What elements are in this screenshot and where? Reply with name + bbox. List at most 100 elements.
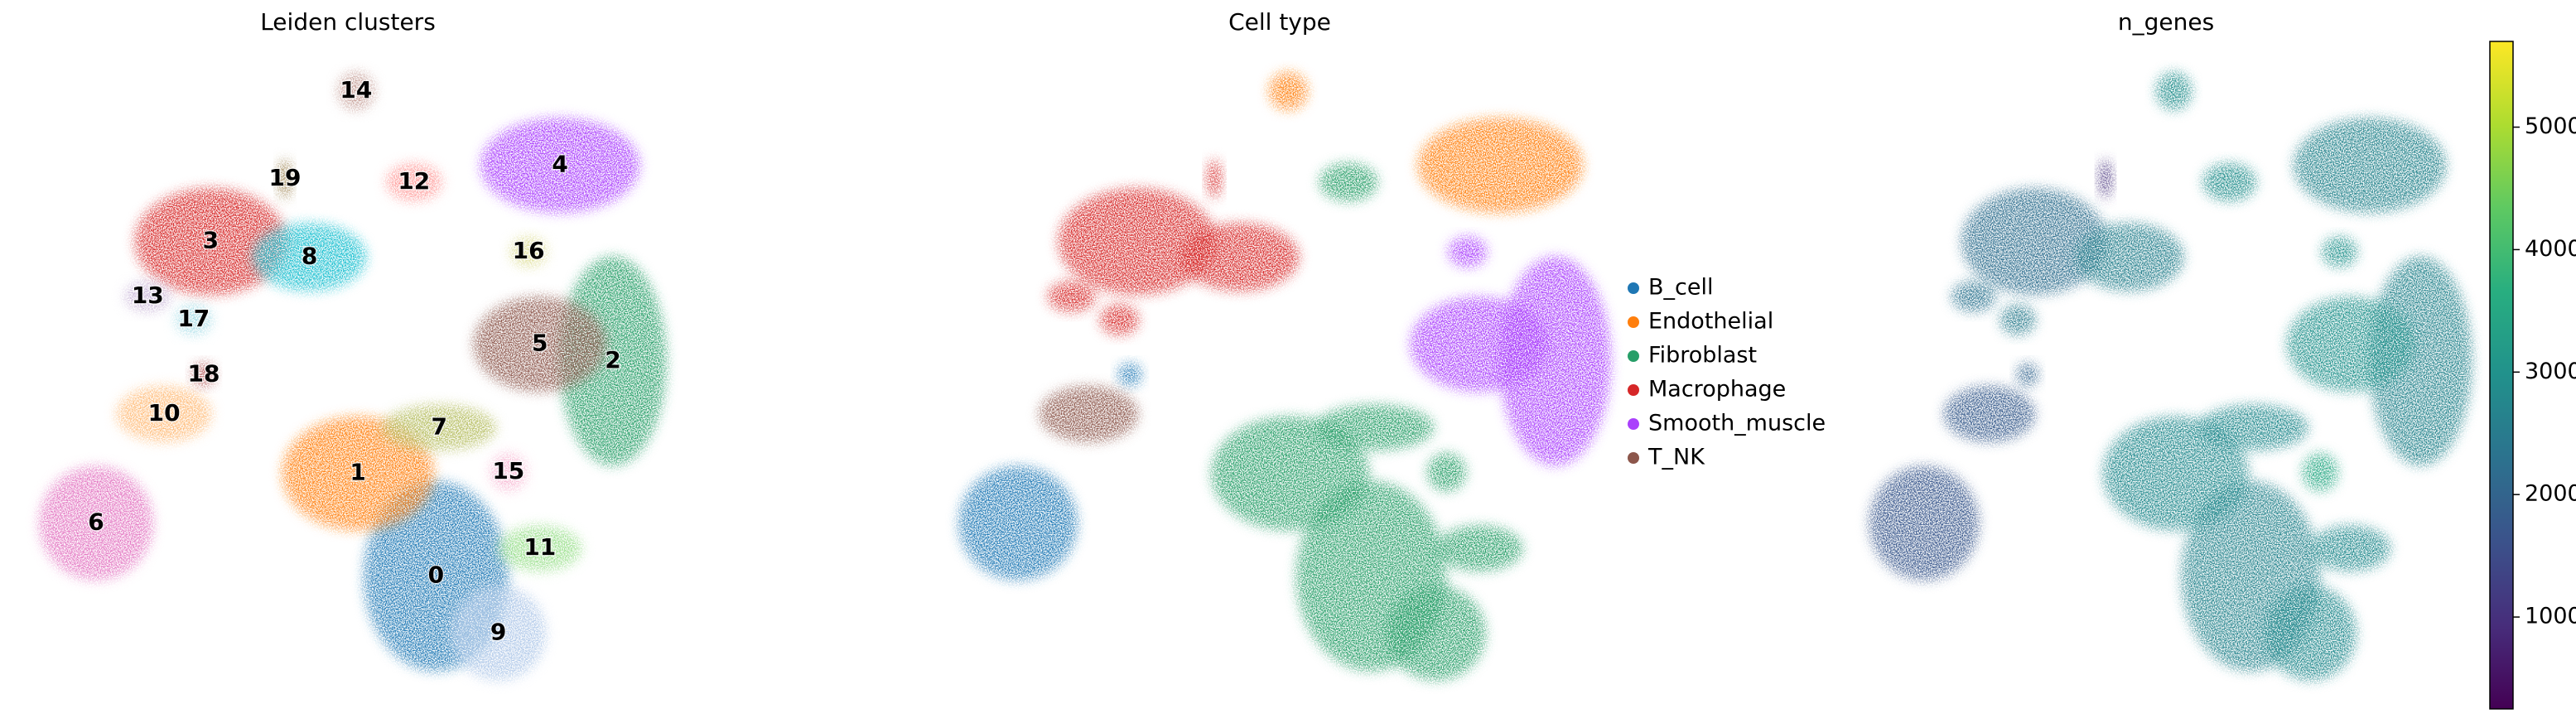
cell-cloud — [2102, 416, 2249, 531]
panel: Leiden clusters0123456789101112131415161… — [38, 8, 667, 681]
cell-cloud — [1961, 188, 2108, 296]
cluster-label: 19 — [269, 164, 301, 191]
cell-cloud — [1039, 385, 1139, 443]
cell-cloud — [1180, 223, 1300, 292]
legend-marker — [1628, 452, 1639, 464]
cell-cloud — [2302, 452, 2338, 492]
cluster-label: 11 — [523, 533, 556, 561]
colorbar-tick-label: 4000 — [2525, 236, 2576, 262]
cell-cloud — [1058, 188, 1217, 296]
cell-cloud — [1499, 256, 1611, 466]
legend-marker — [1628, 350, 1639, 362]
cell-cloud — [509, 236, 548, 267]
cluster-label: 18 — [187, 359, 219, 387]
colorbar-tick-label: 5000 — [2525, 113, 2576, 139]
cell-cloud — [191, 362, 215, 387]
cell-cloud — [559, 256, 667, 466]
cluster-label: 4 — [552, 151, 567, 178]
cell-cloud — [1099, 304, 1140, 335]
cell-cloud — [1417, 118, 1584, 214]
legend-marker — [1628, 418, 1639, 430]
cell-cloud — [1211, 416, 1370, 531]
cell-cloud — [1435, 525, 1523, 571]
cell-cloud — [2369, 256, 2472, 466]
cell-cloud — [2321, 236, 2358, 267]
panel-title: Cell type — [1228, 8, 1331, 36]
legend-label: Macrophage — [1648, 377, 1786, 402]
legend-label: Smooth_muscle — [1648, 411, 1826, 436]
cell-cloud — [2309, 525, 2391, 571]
cluster-label: 3 — [203, 227, 219, 254]
cell-cloud — [2155, 71, 2192, 111]
cell-cloud — [124, 281, 171, 312]
legend-marker — [1628, 384, 1639, 396]
colorbar-tick-label: 3000 — [2525, 359, 2576, 384]
cluster-label: 2 — [605, 346, 620, 373]
panel: Cell type B_cell Endothelial Fibroblast Macr… — [958, 8, 1826, 681]
cluster-label: 17 — [177, 305, 210, 332]
legend-label: T_NK — [1647, 445, 1705, 470]
cluster-label: 12 — [398, 167, 430, 195]
legend-label: Endothelial — [1648, 309, 1773, 335]
cell-cloud — [2198, 404, 2309, 451]
cell-cloud — [175, 304, 213, 335]
cell-cloud — [2265, 585, 2357, 681]
cluster-label: 6 — [88, 508, 104, 536]
cell-cloud — [1410, 296, 1549, 393]
cell-cloud — [277, 159, 292, 199]
cell-cloud — [134, 188, 287, 296]
cell-cloud — [2000, 304, 2036, 335]
cluster-label: 10 — [148, 399, 181, 426]
cluster-label: 5 — [532, 330, 548, 357]
panel-title: Leiden clusters — [260, 8, 436, 36]
colorbar-tick-label: 1000 — [2525, 604, 2576, 629]
colorbar — [2489, 41, 2514, 710]
legend-marker — [1628, 282, 1639, 294]
cell-cloud — [490, 452, 528, 492]
cluster-label: 1 — [350, 459, 365, 486]
cell-cloud — [2293, 118, 2447, 214]
cell-cloud — [252, 223, 367, 292]
cell-cloud — [2074, 223, 2184, 292]
cell-cloud — [2016, 362, 2039, 387]
cell-cloud — [1386, 585, 1486, 681]
cell-cloud — [382, 404, 497, 451]
cell-cloud — [337, 71, 375, 111]
panel: n_genes 1000 2000 3000 4000 5000 — [1869, 8, 2576, 710]
cell-cloud — [38, 465, 154, 581]
cluster-label: 16 — [513, 237, 545, 264]
cell-cloud — [1448, 236, 1488, 267]
cluster-label: 0 — [428, 561, 444, 589]
panel-title: n_genes — [2118, 8, 2214, 36]
cell-cloud — [1319, 162, 1378, 202]
legend-label: B_cell — [1648, 275, 1713, 301]
cell-cloud — [1869, 465, 1980, 581]
cell-cloud — [1951, 281, 1996, 312]
cell-cloud — [958, 465, 1078, 581]
cell-cloud — [385, 162, 442, 202]
cell-cloud — [1117, 362, 1142, 387]
cell-cloud — [2286, 296, 2414, 393]
cluster-label: 8 — [301, 242, 317, 269]
cell-cloud — [1315, 404, 1435, 451]
cell-cloud — [498, 525, 582, 571]
cluster-label: 14 — [340, 76, 372, 104]
cell-cloud — [473, 296, 607, 393]
cell-cloud — [1943, 385, 2036, 443]
cluster-label: 9 — [490, 618, 506, 645]
legend-label: Fibroblast — [1648, 343, 1757, 369]
cell-cloud — [2202, 162, 2257, 202]
cell-cloud — [1206, 159, 1223, 199]
cell-cloud — [282, 416, 434, 531]
cell-cloud — [2098, 159, 2113, 199]
cell-cloud — [1047, 281, 1096, 312]
cell-cloud — [480, 118, 640, 214]
cell-cloud — [1426, 452, 1467, 492]
cell-cloud — [1268, 71, 1308, 111]
colorbar-tick-label: 2000 — [2525, 481, 2576, 507]
legend-marker — [1628, 316, 1639, 328]
cluster-label: 7 — [431, 412, 446, 440]
cluster-label: 13 — [132, 282, 164, 309]
cell-cloud — [450, 585, 547, 681]
